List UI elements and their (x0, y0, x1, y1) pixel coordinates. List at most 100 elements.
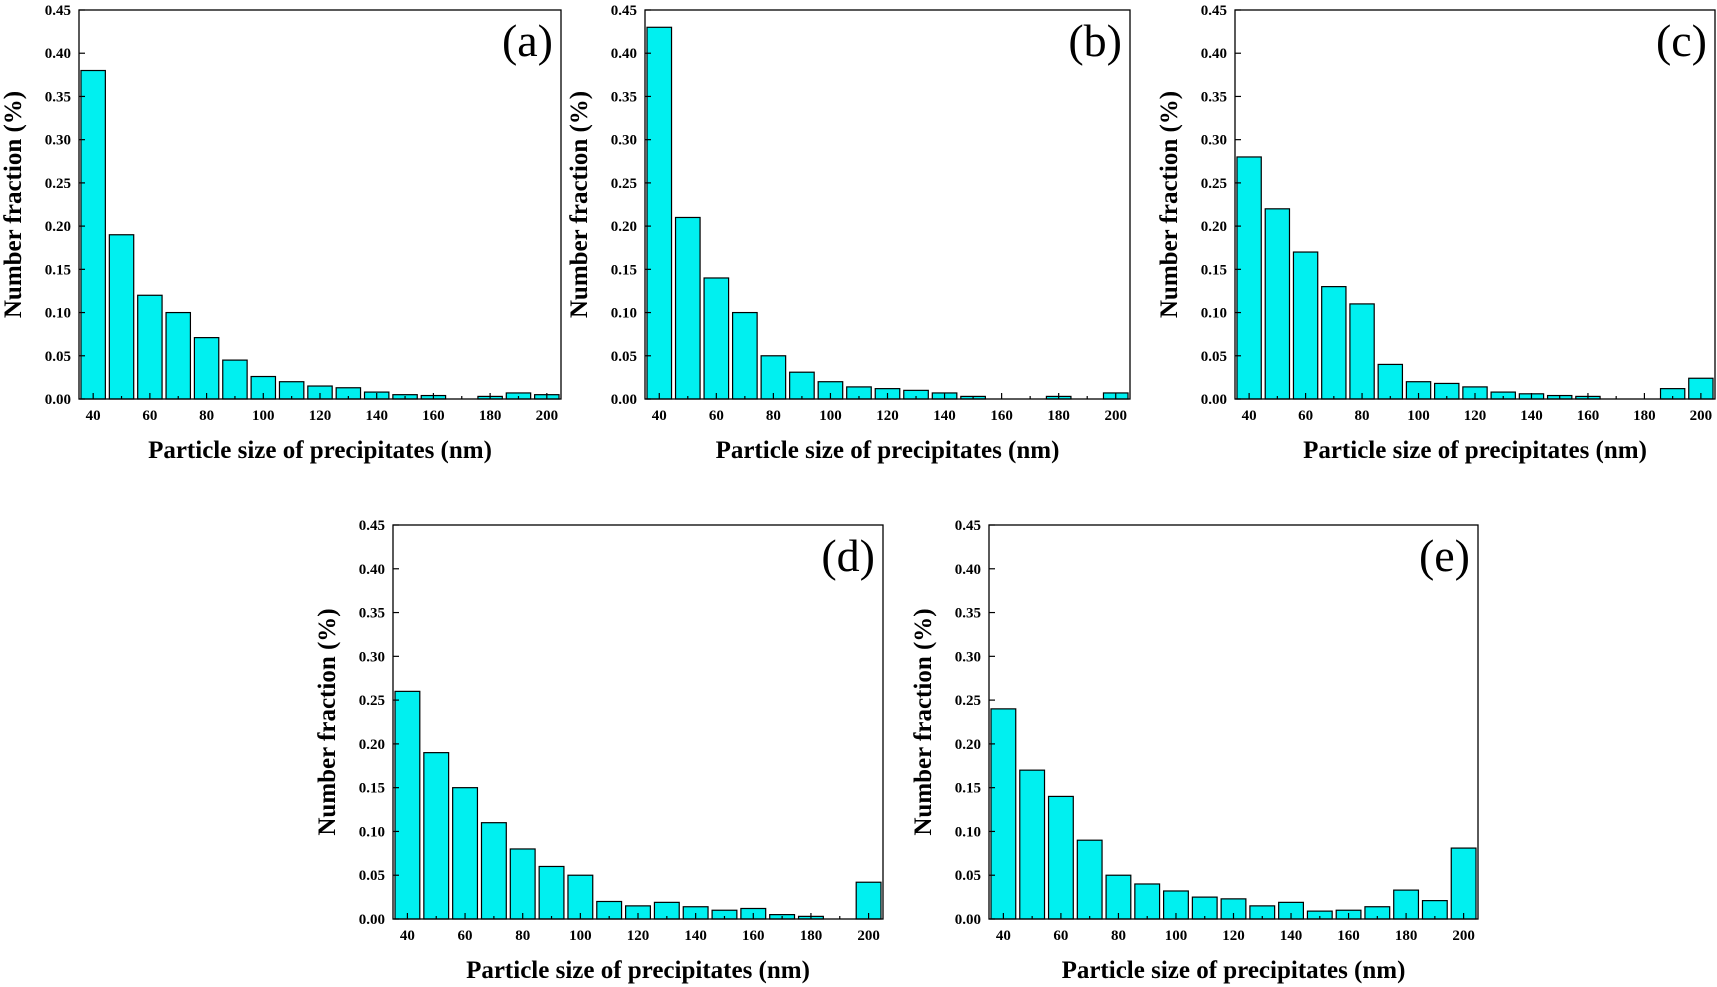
panel-d-x-tick-label: 40 (400, 928, 415, 944)
panel-e-y-tick-label: 0.05 (955, 868, 981, 884)
panel-a-y-tick-label: 0.15 (45, 262, 71, 278)
panel-e-x-tick-label: 60 (1053, 928, 1068, 944)
panel-c-x-tick-label: 60 (1298, 408, 1313, 424)
panel-a-y-tick-label: 0.40 (45, 46, 71, 62)
panel-d-bar-60 (452, 787, 479, 920)
panel-a-x-tick-label: 60 (142, 408, 157, 424)
panel-e-y-axis-title: Number fraction (%) (910, 608, 937, 835)
panel-b-x-tick-label: 100 (819, 408, 842, 424)
panel-e-x-tick-label: 200 (1452, 928, 1475, 944)
panel-d-x-tick-label: 100 (569, 928, 592, 944)
panel-e-y-tick-label: 0.00 (955, 912, 981, 928)
panel-b: 0.00 0.05 0.10 0.15 0.20 0.25 0.30 0.35 0.40 0.45… (566, 3, 1131, 464)
panel-b-bar-40 (646, 26, 673, 400)
panel-d-x-tick-label: 160 (742, 928, 765, 944)
panel-b-y-tick-label: 0.30 (611, 133, 637, 149)
panel-b-bar-90 (789, 371, 815, 400)
panel-e-x-axis-title: Particle size of precipitates (nm) (1062, 957, 1406, 984)
panel-a-y-tick-label: 0.25 (45, 176, 71, 192)
panel-e-bar-80 (1105, 874, 1132, 920)
panel-d-y-tick-label: 0.35 (359, 606, 385, 622)
panel-a-x-tick-label: 200 (536, 408, 559, 424)
panel-e-y-tick-label: 0.45 (955, 518, 981, 534)
panel-c-y-tick-label: 0.20 (1201, 219, 1227, 235)
panel-c-x-tick-label: 140 (1520, 408, 1543, 424)
panel-a-bar-60 (137, 294, 163, 400)
panel-a-x-tick-label: 120 (309, 408, 332, 424)
panel-a-bar-40 (80, 69, 106, 400)
panel-d-y-tick-label: 0.40 (359, 562, 385, 578)
panel-e-y-tick-label: 0.15 (955, 781, 981, 797)
panel-b-x-tick-label: 120 (876, 408, 899, 424)
panel-d-y-axis-title: Number fraction (%) (314, 608, 341, 835)
panel-e-label: (e) (1419, 530, 1470, 581)
panel-b-x-tick-label: 40 (652, 408, 667, 424)
panel-e-y-tick-label: 0.30 (955, 649, 981, 665)
panel-d-y-tick-label: 0.05 (359, 868, 385, 884)
panel-d-label: (d) (821, 530, 875, 581)
panel-b-bar-60 (703, 277, 730, 400)
panel-d-y-tick-label: 0.15 (359, 781, 385, 797)
panel-c-y-tick-label: 0.25 (1201, 176, 1227, 192)
panel-e-x-tick-label: 140 (1280, 928, 1303, 944)
panel-e-x-tick-label: 160 (1337, 928, 1360, 944)
panel-d-bar-80 (509, 848, 536, 920)
panel-e-y-tick-label: 0.10 (955, 824, 981, 840)
panel-a-y-tick-label: 0.00 (45, 392, 71, 408)
panel-e-y-tick-label: 0.35 (955, 606, 981, 622)
panel-e-bar-40 (990, 708, 1017, 920)
panel-a-bar-50 (108, 234, 135, 400)
panel-a-y-tick-label: 0.35 (45, 89, 71, 105)
panel-a-y-tick-label: 0.20 (45, 219, 71, 235)
panel-d-y-tick-label: 0.20 (359, 737, 385, 753)
panel-c-y-tick-label: 0.30 (1201, 133, 1227, 149)
panel-d-y-tick-label: 0.00 (359, 912, 385, 928)
panel-d-bar-40 (394, 690, 421, 920)
panel-c-x-tick-label: 80 (1355, 408, 1370, 424)
panel-a-y-tick-label: 0.10 (45, 306, 71, 322)
panel-a-y-tick-label: 0.45 (45, 3, 71, 19)
panel-a-x-tick-label: 180 (479, 408, 502, 424)
panel-b-y-tick-label: 0.25 (611, 176, 637, 192)
panel-a-x-tick-label: 100 (252, 408, 275, 424)
panel-e: 0.00 0.05 0.10 0.15 0.20 0.25 0.30 0.35 0.40 0.45… (910, 518, 1479, 984)
panel-c-x-axis-title: Particle size of precipitates (nm) (1303, 437, 1647, 464)
panel-c-bar-50 (1264, 208, 1291, 400)
panel-c-x-tick-label: 160 (1577, 408, 1600, 424)
panel-e-y-tick-label: 0.25 (955, 693, 981, 709)
panel-b-y-tick-label: 0.40 (611, 46, 637, 62)
panel-a-x-tick-label: 80 (199, 408, 214, 424)
panel-d-x-tick-label: 200 (857, 928, 880, 944)
panel-c-y-tick-label: 0.10 (1201, 306, 1227, 322)
panel-b-y-tick-label: 0.20 (611, 219, 637, 235)
panel-c-x-tick-label: 40 (1242, 408, 1257, 424)
panel-c-bar-90 (1377, 363, 1404, 400)
panel-d-y-tick-label: 0.45 (359, 518, 385, 534)
panel-b-y-tick-label: 0.35 (611, 89, 637, 105)
panel-e-y-tick-label: 0.20 (955, 737, 981, 753)
panel-b-label: (b) (1068, 15, 1122, 66)
panel-a-bar-70 (165, 311, 192, 400)
panel-e-x-tick-label: 180 (1395, 928, 1418, 944)
panel-b-y-tick-label: 0.10 (611, 306, 637, 322)
panel-a-y-tick-label: 0.05 (45, 349, 71, 365)
panel-b-x-tick-label: 200 (1104, 408, 1127, 424)
panel-c-x-tick-label: 100 (1407, 408, 1430, 424)
panel-e-x-tick-label: 80 (1111, 928, 1126, 944)
panel-a: 0.00 0.05 0.10 0.15 0.20 0.25 0.30 0.35 0.40 0.45… (0, 3, 562, 464)
panel-a-x-tick-label: 140 (365, 408, 388, 424)
panel-d-x-tick-label: 180 (800, 928, 823, 944)
panel-d-x-tick-label: 60 (458, 928, 473, 944)
panel-a-x-axis-title: Particle size of precipitates (nm) (148, 437, 492, 464)
panel-b-x-tick-label: 160 (990, 408, 1013, 424)
panel-d: 0.00 0.05 0.10 0.15 0.20 0.25 0.30 0.35 0.40 0.45… (314, 518, 884, 984)
panel-e-bar-70 (1076, 839, 1103, 920)
panel-a-bar-80 (193, 337, 220, 400)
panel-d-x-tick-label: 120 (627, 928, 650, 944)
panel-b-y-axis-title: Number fraction (%) (566, 91, 593, 318)
panel-b-x-tick-label: 60 (709, 408, 724, 424)
panel-c-y-tick-label: 0.40 (1201, 46, 1227, 62)
panel-d-x-axis-title: Particle size of precipitates (nm) (466, 957, 810, 984)
panel-c-bar-40 (1236, 156, 1262, 400)
